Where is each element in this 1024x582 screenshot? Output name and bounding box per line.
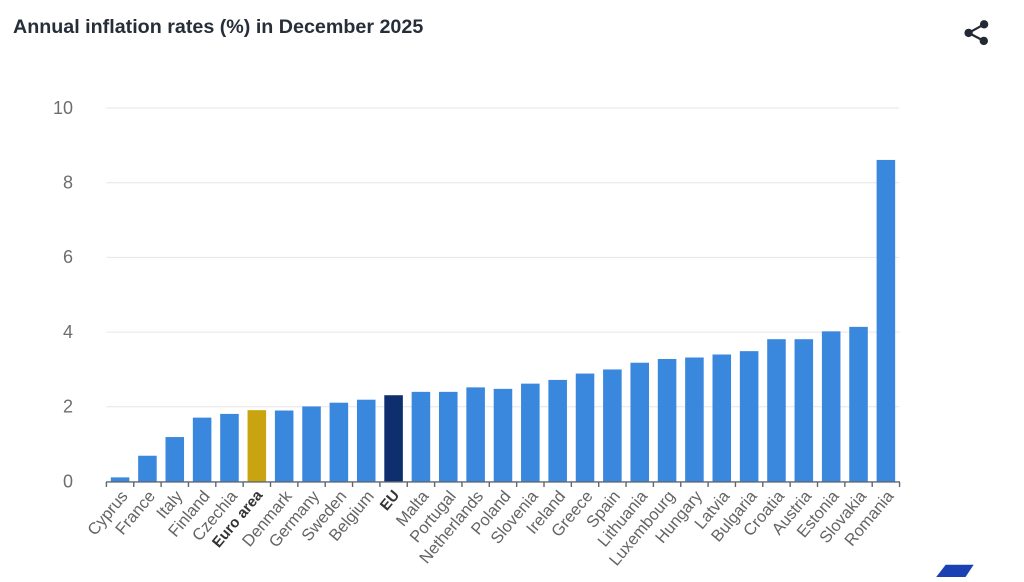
svg-text:8: 8: [63, 173, 73, 193]
svg-text:4: 4: [63, 322, 73, 342]
svg-text:10: 10: [53, 98, 73, 118]
svg-text:6: 6: [63, 247, 73, 267]
svg-text:2: 2: [63, 397, 73, 417]
svg-text:Annual inflation rates (%) in: Annual inflation rates (%) in December 2…: [13, 16, 423, 38]
svg-text:0: 0: [63, 471, 73, 491]
